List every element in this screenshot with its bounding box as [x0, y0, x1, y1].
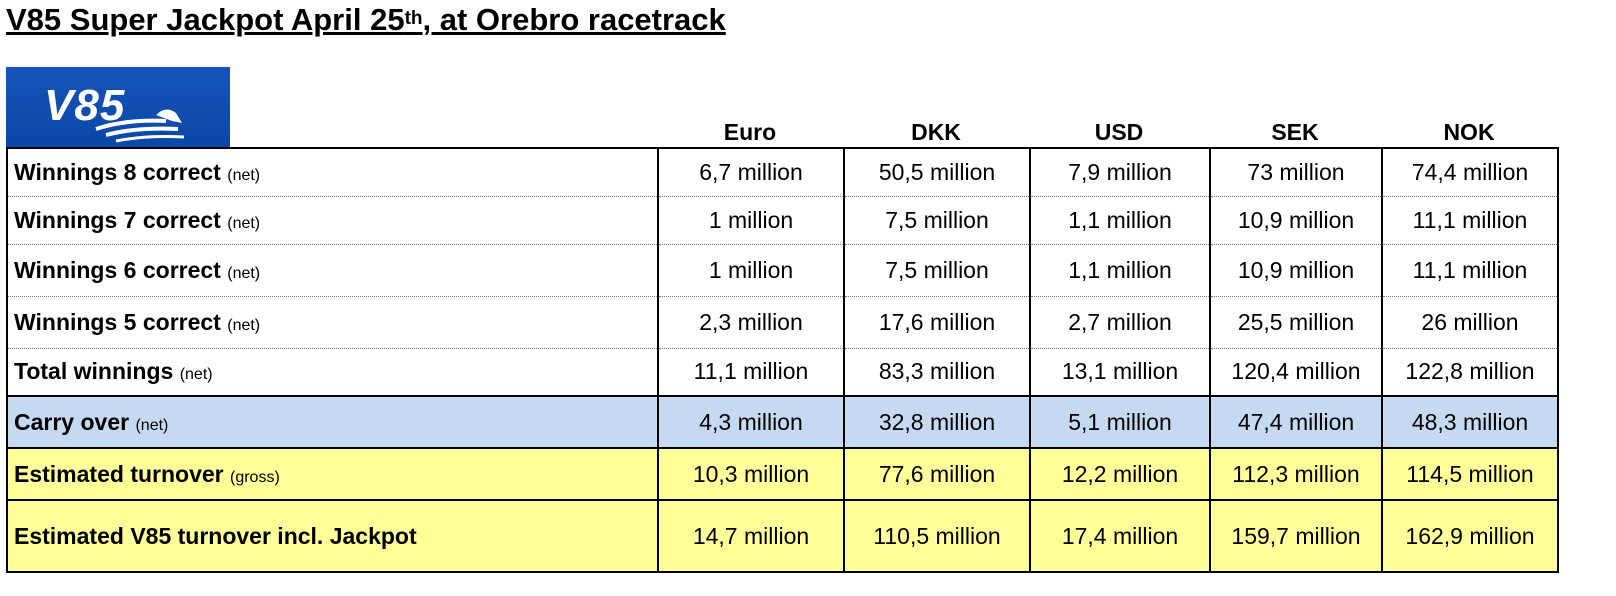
table-cell: 11,1 million: [1381, 244, 1559, 297]
row-label: Winnings 8 correct (net): [6, 147, 658, 197]
row-label: Estimated V85 turnover incl. Jackpot: [6, 500, 658, 573]
table-row: Estimated V85 turnover incl. Jackpot 14,…: [6, 500, 1559, 573]
table-row: Winnings 8 correct (net) 6,7 million 50,…: [6, 147, 1559, 197]
table-cell: 4,3 million: [657, 396, 845, 449]
table-cell: 1,1 million: [1029, 196, 1211, 245]
title-main: V85 Super Jackpot April 25: [6, 2, 405, 37]
table-cell: 14,7 million: [657, 500, 845, 573]
table-cell: 50,5 million: [843, 147, 1031, 197]
table-row: Winnings 6 correct (net) 1 million 7,5 m…: [6, 244, 1559, 297]
table-cell: 13,1 million: [1029, 348, 1211, 397]
table-cell: 77,6 million: [843, 448, 1031, 501]
table-cell: 5,1 million: [1029, 396, 1211, 449]
table-cell: 83,3 million: [843, 348, 1031, 397]
table-row: Estimated turnover (gross) 10,3 million …: [6, 448, 1559, 501]
row-label: Winnings 5 correct (net): [6, 296, 658, 349]
table-cell: 11,1 million: [1381, 196, 1559, 245]
table-cell: 32,8 million: [843, 396, 1031, 449]
table-cell: 10,3 million: [657, 448, 845, 501]
table-cell: 48,3 million: [1381, 396, 1559, 449]
table-cell: 114,5 million: [1381, 448, 1559, 501]
table-cell: 73 million: [1209, 147, 1383, 197]
table-cell: 162,9 million: [1381, 500, 1559, 573]
table-cell: 120,4 million: [1209, 348, 1383, 397]
table-cell: 12,2 million: [1029, 448, 1211, 501]
currency-header: NOK: [1443, 119, 1495, 145]
currency-header: Euro: [723, 119, 777, 145]
table-cell: 7,5 million: [843, 244, 1031, 297]
table-cell: 17,4 million: [1029, 500, 1211, 573]
row-label: Total winnings (net): [6, 348, 658, 397]
v85-logo: V85: [6, 67, 230, 147]
table-cell: 112,3 million: [1209, 448, 1383, 501]
jackpot-table: Winnings 8 correct (net) 6,7 million 50,…: [6, 147, 1559, 573]
table-cell: 7,9 million: [1029, 147, 1211, 197]
table-row: Winnings 7 correct (net) 1 million 7,5 m…: [6, 196, 1559, 245]
table-cell: 6,7 million: [657, 147, 845, 197]
table-cell: 11,1 million: [657, 348, 845, 397]
table-cell: 2,7 million: [1029, 296, 1211, 349]
row-label: Carry over (net): [6, 396, 658, 449]
table-cell: 122,8 million: [1381, 348, 1559, 397]
table-row: Winnings 5 correct (net) 2,3 million 17,…: [6, 296, 1559, 349]
table-cell: 110,5 million: [843, 500, 1031, 573]
page-title: V85 Super Jackpot April 25th, at Orebro …: [6, 0, 726, 40]
table-cell: 1 million: [657, 244, 845, 297]
table-row: Carry over (net) 4,3 million 32,8 millio…: [6, 396, 1559, 449]
table-cell: 26 million: [1381, 296, 1559, 349]
table-cell: 10,9 million: [1209, 244, 1383, 297]
table-cell: 47,4 million: [1209, 396, 1383, 449]
table-cell: 25,5 million: [1209, 296, 1383, 349]
table-cell: 1,1 million: [1029, 244, 1211, 297]
currency-header: USD: [1094, 119, 1144, 145]
table-cell: 2,3 million: [657, 296, 845, 349]
logo-text: V85: [44, 81, 126, 130]
table-cell: 10,9 million: [1209, 196, 1383, 245]
table-cell: 159,7 million: [1209, 500, 1383, 573]
row-label: Winnings 7 correct (net): [6, 196, 658, 245]
row-label: Winnings 6 correct (net): [6, 244, 658, 297]
title-tail: , at Orebro racetrack: [422, 2, 726, 37]
horse-head-icon: [95, 109, 185, 143]
table-cell: 74,4 million: [1381, 147, 1559, 197]
table-cell: 1 million: [657, 196, 845, 245]
currency-header: SEK: [1271, 119, 1319, 145]
row-label: Estimated turnover (gross): [6, 448, 658, 501]
currency-header: DKK: [911, 119, 961, 145]
table-row: Total winnings (net) 11,1 million 83,3 m…: [6, 348, 1559, 397]
table-cell: 17,6 million: [843, 296, 1031, 349]
title-superscript: th: [404, 8, 423, 29]
table-cell: 7,5 million: [843, 196, 1031, 245]
